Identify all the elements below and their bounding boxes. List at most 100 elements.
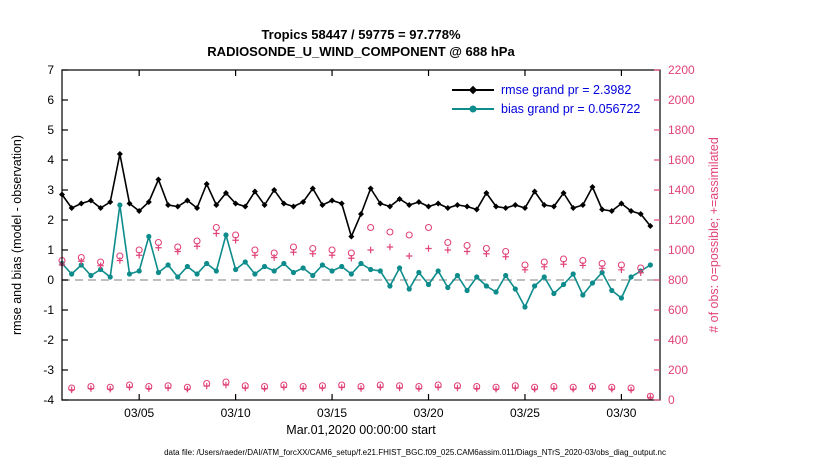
bias-marker <box>580 292 586 298</box>
bias-marker <box>329 268 335 274</box>
tick-label: 1200 <box>668 213 695 227</box>
possible-obs-marker <box>386 228 394 236</box>
tick-label: 0 <box>668 393 675 407</box>
tick-label: 600 <box>668 303 688 317</box>
bias-marker <box>69 271 75 277</box>
possible-obs-marker <box>212 223 220 232</box>
bias-marker <box>194 271 200 277</box>
bias-marker <box>609 287 615 294</box>
bias-marker <box>368 266 374 273</box>
tick-label: 4 <box>47 153 54 167</box>
legend-entry-rmse: rmse grand pr = 2.3982 <box>452 80 640 99</box>
legend-entry-bias: bias grand pr = 0.056722 <box>452 99 640 118</box>
rmse-line-sample-icon <box>452 85 494 94</box>
bias-marker <box>522 304 528 310</box>
bias-marker <box>387 283 393 289</box>
tick-label: 5 <box>47 123 54 137</box>
bias-marker <box>165 262 171 268</box>
bias-marker <box>126 271 133 277</box>
bias-marker <box>233 266 239 273</box>
possible-obs-marker <box>463 241 471 250</box>
bias-marker <box>175 274 181 280</box>
tick-label: 800 <box>668 273 688 287</box>
bias-marker <box>319 262 326 268</box>
bias-marker <box>445 284 451 291</box>
bias-marker <box>435 268 441 274</box>
tick-label: -3 <box>43 363 54 377</box>
tick-label: -2 <box>43 333 54 347</box>
tick-label: 03/25 <box>510 406 540 420</box>
tick-label: 2200 <box>668 63 695 77</box>
bias-marker <box>551 290 557 297</box>
bias-marker <box>242 259 248 265</box>
bias-marker <box>541 274 547 280</box>
bias-marker <box>454 272 461 279</box>
tick-label: 1 <box>47 243 54 257</box>
bias-marker <box>252 271 258 277</box>
tick-label: 200 <box>668 363 688 377</box>
figure-title: Tropics 58447 / 59775 = 97.778% <box>261 27 461 42</box>
x-axis-label: Mar.01,2020 00:00:00 start <box>286 423 436 437</box>
bias-marker <box>271 268 277 274</box>
bias-marker <box>184 263 190 270</box>
bias-marker <box>425 281 432 288</box>
data-file-path: data file: /Users/raeder/DAI/ATM_forcXX/… <box>164 448 666 457</box>
rmse-line <box>61 153 651 239</box>
possible-obs-marker <box>405 231 413 239</box>
bias-marker <box>88 272 94 279</box>
bias-marker <box>570 271 576 277</box>
bias-marker <box>107 274 113 280</box>
tick-label: 1400 <box>668 183 695 197</box>
tick-label: 03/15 <box>317 406 347 420</box>
bias-marker <box>474 274 480 280</box>
legend-rmse-label: rmse grand pr = 2.3982 <box>501 82 632 97</box>
tick-label: 2000 <box>668 93 695 107</box>
bias-marker <box>204 260 210 267</box>
legend-bias-label: bias grand pr = 0.056722 <box>501 101 641 116</box>
bias-marker <box>348 271 354 277</box>
tick-label: -1 <box>43 303 54 317</box>
tick-label: 03/30 <box>606 406 636 420</box>
bias-marker <box>503 272 509 279</box>
tick-label: 03/05 <box>124 406 154 420</box>
figure-subtitle: RADIOSONDE_U_WIND_COMPONENT @ 688 hPa <box>207 44 515 59</box>
bias-marker <box>290 269 297 276</box>
bias-marker <box>310 272 316 279</box>
bias-marker <box>223 232 229 238</box>
tick-label: 1000 <box>668 243 695 257</box>
bias-marker <box>281 260 287 267</box>
tick-label: 2 <box>47 213 54 227</box>
plot-box <box>61 69 661 401</box>
bias-marker <box>647 262 653 268</box>
bias-marker <box>464 287 470 294</box>
right-axis-label: # of obs: o=possible; +=assimilated <box>707 137 721 333</box>
bias-line-sample-icon <box>452 105 494 112</box>
possible-obs-marker <box>444 238 452 247</box>
bias-marker <box>358 260 364 267</box>
tick-label: 7 <box>47 63 54 77</box>
bias-marker <box>377 268 383 274</box>
bias-marker <box>396 265 403 271</box>
bias-marker <box>493 289 499 295</box>
bias-marker <box>628 274 634 280</box>
bias-marker <box>483 283 489 289</box>
tick-label: 1600 <box>668 153 695 167</box>
bias-marker <box>532 283 538 289</box>
tick-label: -4 <box>43 393 54 407</box>
bias-marker <box>589 280 596 286</box>
left-axis-label: rmse and bias (model - observation) <box>10 134 24 336</box>
bias-marker <box>599 269 605 276</box>
tick-label: 0 <box>47 273 54 287</box>
tick-label: 03/20 <box>414 406 444 420</box>
bias-marker <box>512 286 518 292</box>
tick-label: 1800 <box>668 123 695 137</box>
bias-marker <box>406 286 412 292</box>
possible-obs-marker <box>367 223 375 232</box>
bias-marker <box>213 268 219 274</box>
bias-marker <box>136 268 142 274</box>
tick-label: 400 <box>668 333 688 347</box>
bias-marker-icon <box>469 105 477 112</box>
legend: rmse grand pr = 2.3982 bias grand pr = 0… <box>452 80 640 118</box>
possible-obs-marker <box>424 223 433 232</box>
bias-marker <box>300 265 306 271</box>
